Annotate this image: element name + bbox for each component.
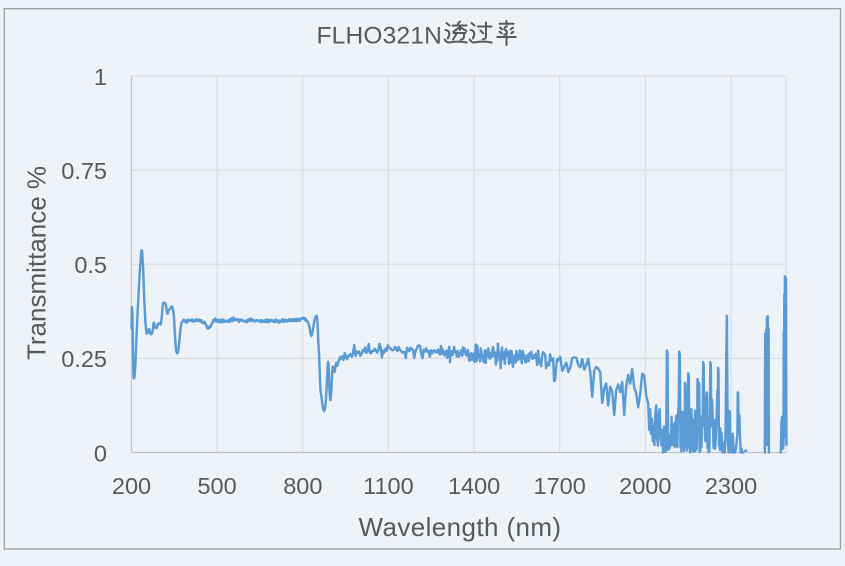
svg-text:1100: 1100: [363, 473, 414, 499]
svg-text:2000: 2000: [619, 473, 671, 499]
svg-text:1400: 1400: [448, 473, 500, 499]
svg-text:Wavelength (nm): Wavelength (nm): [359, 512, 562, 542]
svg-text:1700: 1700: [534, 473, 586, 499]
svg-text:0.25: 0.25: [61, 346, 107, 372]
svg-text:500: 500: [197, 473, 236, 499]
svg-text:0.5: 0.5: [74, 252, 107, 278]
svg-text:FLHO321N: FLHO321N: [317, 23, 443, 50]
svg-text:1: 1: [94, 64, 107, 90]
svg-text:Transmittance %: Transmittance %: [22, 166, 52, 360]
svg-text:2300: 2300: [705, 473, 757, 499]
svg-text:800: 800: [283, 473, 322, 499]
svg-text:0.75: 0.75: [61, 158, 107, 184]
svg-text:200: 200: [112, 473, 151, 499]
svg-text:0: 0: [94, 440, 107, 466]
